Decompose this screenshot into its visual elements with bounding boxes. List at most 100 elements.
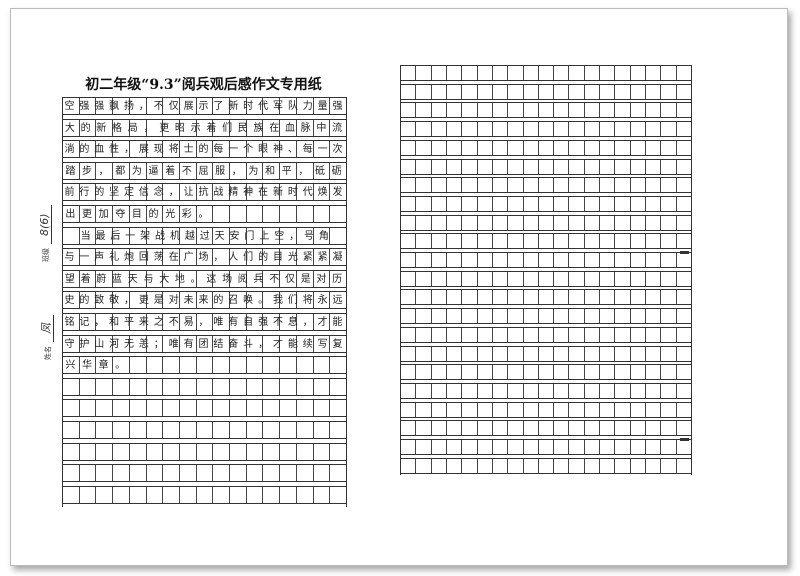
grid-cell — [646, 402, 662, 417]
grid-cell — [661, 196, 677, 211]
grid-cell — [180, 422, 197, 438]
grid-cell — [432, 365, 447, 380]
grid-row — [401, 382, 691, 399]
grid-cell — [180, 227, 197, 244]
grid-cell — [554, 402, 570, 417]
grid-cell — [416, 159, 432, 174]
grid-cell — [180, 270, 197, 287]
grid-cell — [600, 383, 616, 398]
grid-cell — [585, 253, 601, 267]
grid-cell — [508, 440, 524, 454]
grid-cell — [280, 357, 297, 374]
grid-cell — [147, 184, 164, 201]
grid-cell — [661, 458, 677, 473]
grid-row — [63, 205, 346, 223]
grid-row — [401, 401, 691, 418]
grid-cell — [585, 196, 601, 211]
grid-cell — [462, 103, 478, 118]
word-count-mark — [680, 438, 689, 441]
grid-cell — [180, 162, 197, 179]
grid-cell — [569, 421, 585, 436]
grid-cell — [314, 335, 331, 352]
grid-cell — [493, 383, 509, 398]
grid-row — [401, 364, 691, 381]
grid-cell — [462, 421, 478, 436]
grid-cell — [401, 215, 417, 230]
grid-cell — [585, 271, 601, 286]
grid-cell — [493, 66, 509, 80]
grid-row — [401, 270, 691, 287]
grid-cell — [63, 422, 80, 438]
grid-cell — [539, 234, 555, 249]
grid-cell — [569, 271, 585, 286]
grid-cell — [401, 309, 417, 324]
grid-cell — [432, 421, 447, 436]
grid-cell — [447, 122, 463, 137]
grid-cell — [314, 184, 331, 201]
grid-cell — [600, 309, 616, 324]
grid-cell — [297, 443, 314, 460]
grid-row — [63, 464, 346, 483]
grid-cell — [314, 162, 331, 179]
grid-cell — [600, 365, 616, 380]
grid-cell — [661, 122, 677, 137]
grid-cell — [631, 140, 646, 155]
grid-cell — [213, 249, 231, 266]
grid-cell — [63, 335, 80, 352]
grid-cell — [585, 458, 601, 473]
grid-cell — [416, 178, 432, 193]
grid-cell — [213, 270, 231, 287]
grid-cell — [80, 335, 97, 352]
grid-cell — [213, 486, 231, 503]
grid-cell — [462, 234, 478, 249]
grid-cell — [230, 486, 247, 503]
grid-cell — [615, 178, 631, 193]
grid-row — [63, 442, 346, 461]
grid-cell — [147, 378, 164, 395]
grid-cell — [230, 292, 247, 309]
grid-cell — [554, 178, 570, 193]
grid-cell — [447, 271, 463, 286]
grid-cell — [462, 215, 478, 230]
grid-cell — [96, 184, 114, 201]
grid-cell — [197, 443, 214, 460]
grid-cell — [585, 178, 601, 193]
grid-cell — [96, 119, 114, 136]
grid-cell — [416, 421, 432, 436]
grid-cell — [462, 66, 478, 80]
grid-row — [63, 377, 346, 396]
grid-cell — [661, 402, 677, 417]
grid-cell — [554, 253, 570, 267]
grid-cell — [297, 141, 314, 158]
grid-cell — [677, 403, 691, 417]
word-count-mark — [680, 251, 689, 254]
grid-cell — [113, 335, 130, 352]
grid-cell — [297, 486, 314, 503]
grid-cell — [63, 400, 80, 417]
grid-cell — [280, 227, 297, 244]
grid-cell — [508, 103, 524, 118]
grid-cell — [569, 365, 585, 380]
grid-cell — [314, 292, 331, 309]
grid-cell — [96, 227, 114, 244]
grid-cell — [677, 178, 691, 192]
grid-cell — [585, 383, 601, 398]
grid-cell — [493, 458, 509, 473]
grid-cell — [80, 465, 97, 482]
grid-cell — [247, 227, 264, 244]
grid-cell — [80, 206, 97, 222]
grid-cell — [130, 486, 147, 503]
grid-cell — [247, 400, 264, 417]
grid-cell — [163, 184, 180, 201]
grid-cell — [297, 422, 314, 438]
grid-cell — [401, 327, 417, 342]
grid-cell — [113, 378, 130, 395]
grid-row — [63, 183, 346, 202]
grid-row — [401, 326, 691, 343]
grid-cell — [569, 122, 585, 137]
grid-cell — [247, 486, 264, 503]
grid-cell — [297, 314, 314, 330]
grid-cell — [493, 215, 509, 230]
grid-cell — [447, 327, 463, 342]
grid-cell — [677, 160, 691, 174]
